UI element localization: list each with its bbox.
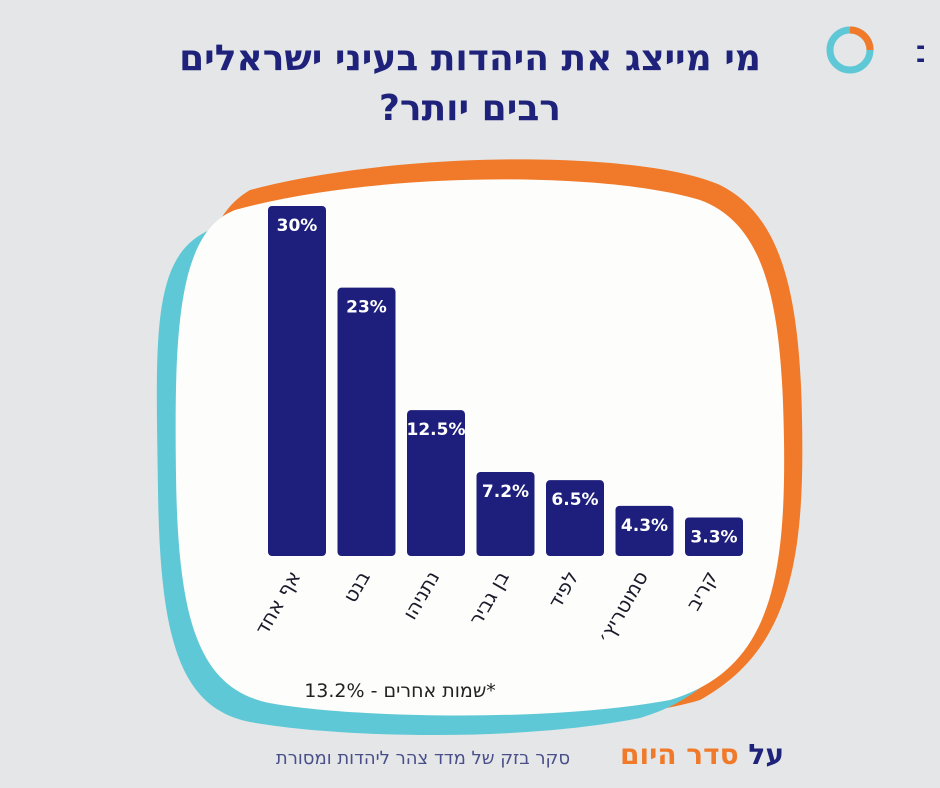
category-label-6: קריב: [681, 567, 723, 615]
bar-value-label-3: 7.2%: [482, 482, 529, 502]
bar-value-label-6: 3.3%: [690, 528, 737, 548]
bar-5: [615, 505, 674, 556]
logo-text: משב: [916, 35, 924, 70]
bar-3: [476, 472, 535, 556]
swirl-logo-icon: [826, 26, 874, 74]
footer-brand-word1: על: [748, 738, 784, 771]
category-label-4: לפיד: [543, 567, 583, 613]
white-blob-shape: [175, 179, 785, 716]
bar-6: [685, 517, 743, 556]
category-label-2: נתניהו: [397, 567, 444, 624]
category-label-5: סמוטריץ׳: [592, 567, 653, 648]
bar-value-label-4: 6.5%: [551, 490, 598, 510]
bar-value-label-1: 23%: [346, 298, 387, 318]
bar-4: [546, 480, 604, 556]
bar-value-label-0: 30%: [277, 216, 318, 236]
bar-2: [407, 410, 465, 556]
bar-0: [268, 206, 326, 556]
category-label-0: אף אחד: [250, 567, 306, 640]
bar-value-label-2: 12.5%: [407, 420, 466, 440]
category-label-3: בן גביר: [464, 567, 514, 630]
footer-brand: על סדר היום: [584, 738, 784, 771]
bar-value-label-5: 4.3%: [621, 516, 668, 536]
page-title: מי מייצג את היהדות בעיני ישראלים רבים יו…: [179, 38, 761, 129]
others-annotation: *שמות אחרים - 13.2%: [304, 680, 496, 702]
footer-brand-word2: סדר היום: [619, 738, 739, 771]
footer-survey-text: סקר בזק של מדד צהר ליהדות ומסורת: [275, 748, 570, 769]
category-label-1: בנט: [338, 567, 375, 607]
bar-1: [337, 287, 396, 556]
logo: משב: [826, 26, 924, 74]
